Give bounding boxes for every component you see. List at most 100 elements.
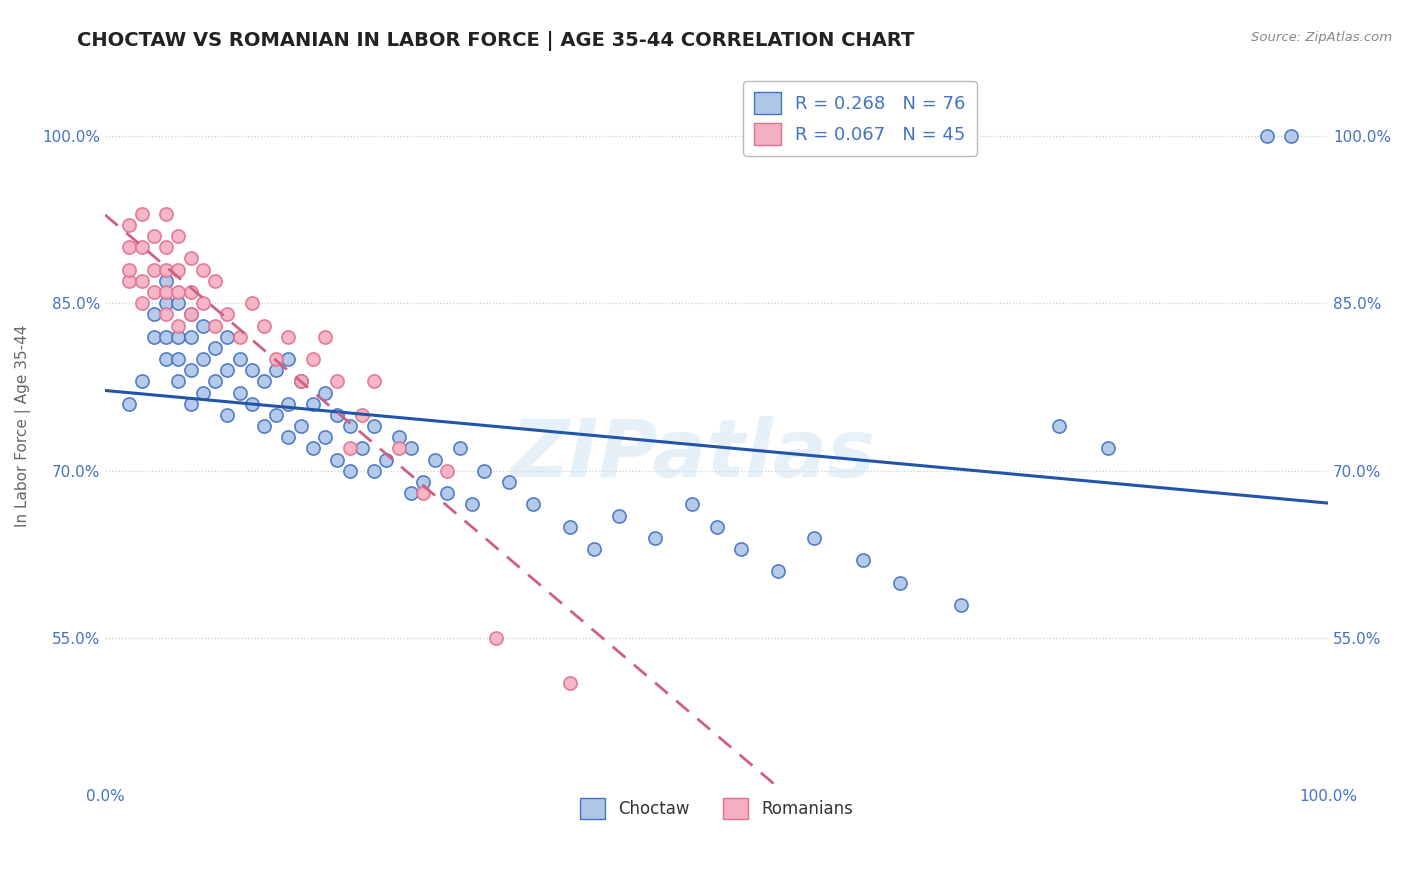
- Point: [167, 329, 190, 343]
- Point: [217, 408, 239, 422]
- Point: [155, 274, 177, 288]
- Point: [191, 318, 214, 333]
- Point: [1097, 442, 1119, 456]
- Point: [142, 262, 165, 277]
- Point: [191, 296, 214, 310]
- Point: [204, 375, 226, 389]
- Point: [766, 565, 789, 579]
- Point: [142, 285, 165, 299]
- Point: [350, 442, 373, 456]
- Point: [155, 307, 177, 321]
- Point: [472, 464, 495, 478]
- Point: [155, 240, 177, 254]
- Point: [425, 452, 447, 467]
- Point: [167, 296, 190, 310]
- Point: [167, 229, 190, 244]
- Point: [522, 497, 544, 511]
- Point: [131, 207, 153, 221]
- Point: [180, 252, 202, 266]
- Point: [399, 486, 422, 500]
- Point: [730, 542, 752, 557]
- Point: [180, 307, 202, 321]
- Point: [217, 329, 239, 343]
- Point: [436, 486, 458, 500]
- Point: [399, 442, 422, 456]
- Point: [167, 318, 190, 333]
- Point: [253, 318, 276, 333]
- Point: [155, 352, 177, 367]
- Point: [412, 475, 434, 489]
- Text: Source: ZipAtlas.com: Source: ZipAtlas.com: [1251, 31, 1392, 45]
- Point: [290, 375, 312, 389]
- Point: [277, 430, 299, 444]
- Point: [240, 397, 263, 411]
- Point: [142, 329, 165, 343]
- Point: [142, 307, 165, 321]
- Point: [228, 385, 250, 400]
- Point: [118, 274, 141, 288]
- Point: [155, 207, 177, 221]
- Point: [644, 531, 666, 545]
- Point: [167, 285, 190, 299]
- Text: CHOCTAW VS ROMANIAN IN LABOR FORCE | AGE 35-44 CORRELATION CHART: CHOCTAW VS ROMANIAN IN LABOR FORCE | AGE…: [77, 31, 915, 51]
- Point: [681, 497, 703, 511]
- Point: [277, 397, 299, 411]
- Point: [387, 442, 409, 456]
- Point: [264, 363, 287, 377]
- Point: [277, 352, 299, 367]
- Point: [302, 442, 325, 456]
- Point: [498, 475, 520, 489]
- Point: [950, 598, 973, 612]
- Point: [167, 352, 190, 367]
- Point: [167, 375, 190, 389]
- Y-axis label: In Labor Force | Age 35-44: In Labor Force | Age 35-44: [15, 325, 31, 527]
- Text: ZIPatlas: ZIPatlas: [509, 416, 875, 494]
- Point: [485, 632, 508, 646]
- Point: [118, 397, 141, 411]
- Point: [326, 408, 349, 422]
- Point: [118, 262, 141, 277]
- Point: [131, 296, 153, 310]
- Point: [449, 442, 471, 456]
- Point: [240, 296, 263, 310]
- Point: [240, 363, 263, 377]
- Point: [228, 352, 250, 367]
- Point: [436, 464, 458, 478]
- Point: [131, 375, 153, 389]
- Point: [118, 240, 141, 254]
- Point: [180, 285, 202, 299]
- Legend: Choctaw, Romanians: Choctaw, Romanians: [574, 792, 860, 825]
- Point: [302, 352, 325, 367]
- Point: [706, 519, 728, 533]
- Point: [277, 329, 299, 343]
- Point: [253, 375, 276, 389]
- Point: [412, 486, 434, 500]
- Point: [264, 408, 287, 422]
- Point: [314, 329, 336, 343]
- Point: [167, 262, 190, 277]
- Point: [363, 375, 385, 389]
- Point: [461, 497, 484, 511]
- Point: [363, 464, 385, 478]
- Point: [180, 363, 202, 377]
- Point: [217, 363, 239, 377]
- Point: [350, 408, 373, 422]
- Point: [191, 262, 214, 277]
- Point: [180, 397, 202, 411]
- Point: [889, 575, 911, 590]
- Point: [155, 329, 177, 343]
- Point: [142, 229, 165, 244]
- Point: [339, 419, 361, 434]
- Point: [375, 452, 398, 467]
- Point: [1281, 128, 1303, 143]
- Point: [253, 419, 276, 434]
- Point: [803, 531, 825, 545]
- Point: [290, 375, 312, 389]
- Point: [290, 419, 312, 434]
- Point: [852, 553, 875, 567]
- Point: [155, 262, 177, 277]
- Point: [204, 318, 226, 333]
- Point: [264, 352, 287, 367]
- Point: [131, 274, 153, 288]
- Point: [326, 452, 349, 467]
